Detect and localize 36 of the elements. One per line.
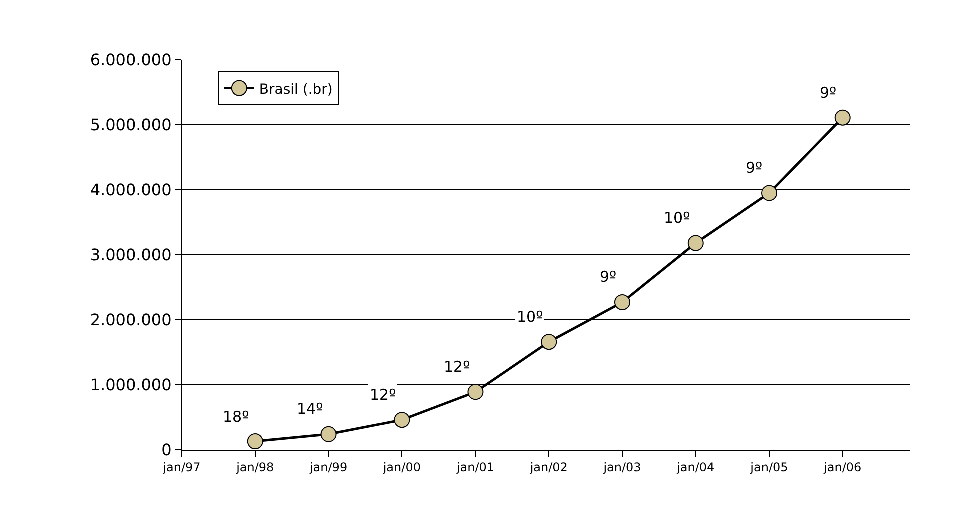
x-tick-label: jan/98	[236, 460, 274, 474]
annotation: 9º	[600, 268, 617, 286]
x-tick-label: jan/04	[676, 460, 715, 474]
x-tick-label: jan/02	[529, 460, 568, 474]
annotation: 9º	[820, 84, 837, 102]
annotation: 12º	[444, 358, 470, 376]
annotation: 10º	[517, 308, 544, 326]
x-tick-label: jan/00	[382, 460, 421, 474]
annotation: 14º	[297, 400, 324, 418]
y-tick-label: 4.000.000	[90, 180, 172, 200]
point	[541, 334, 558, 350]
y-tick-label: 5.000.000	[90, 116, 172, 135]
annotation: 18º	[223, 408, 250, 426]
x-tick-label: jan/03	[602, 460, 642, 474]
point	[688, 235, 704, 252]
x-tick-label: jan/05	[750, 460, 788, 474]
point	[468, 384, 484, 400]
point	[614, 294, 630, 310]
x-tick-label: jan/97	[162, 460, 201, 474]
point	[320, 426, 337, 442]
y-tick-label: 2.000.000	[90, 310, 172, 330]
y-tick-label: 1.000.000	[90, 376, 172, 395]
annotation: 12º	[370, 386, 396, 404]
annotation: 9º	[746, 159, 763, 177]
point	[761, 185, 778, 202]
y-tick-label: 6.000.000	[90, 50, 172, 70]
annotation: 10º	[664, 209, 690, 227]
point	[394, 412, 410, 428]
x-tick-label: jan/06	[823, 460, 862, 474]
point	[834, 110, 851, 126]
point	[247, 434, 264, 450]
x-tick-label: jan/01	[456, 460, 495, 474]
y-tick-label: 3.000.000	[90, 246, 172, 265]
y-tick-label: 0	[162, 440, 172, 460]
legend-label: Brasil (.br)	[259, 82, 333, 98]
x-tick-label: jan/99	[308, 460, 348, 474]
